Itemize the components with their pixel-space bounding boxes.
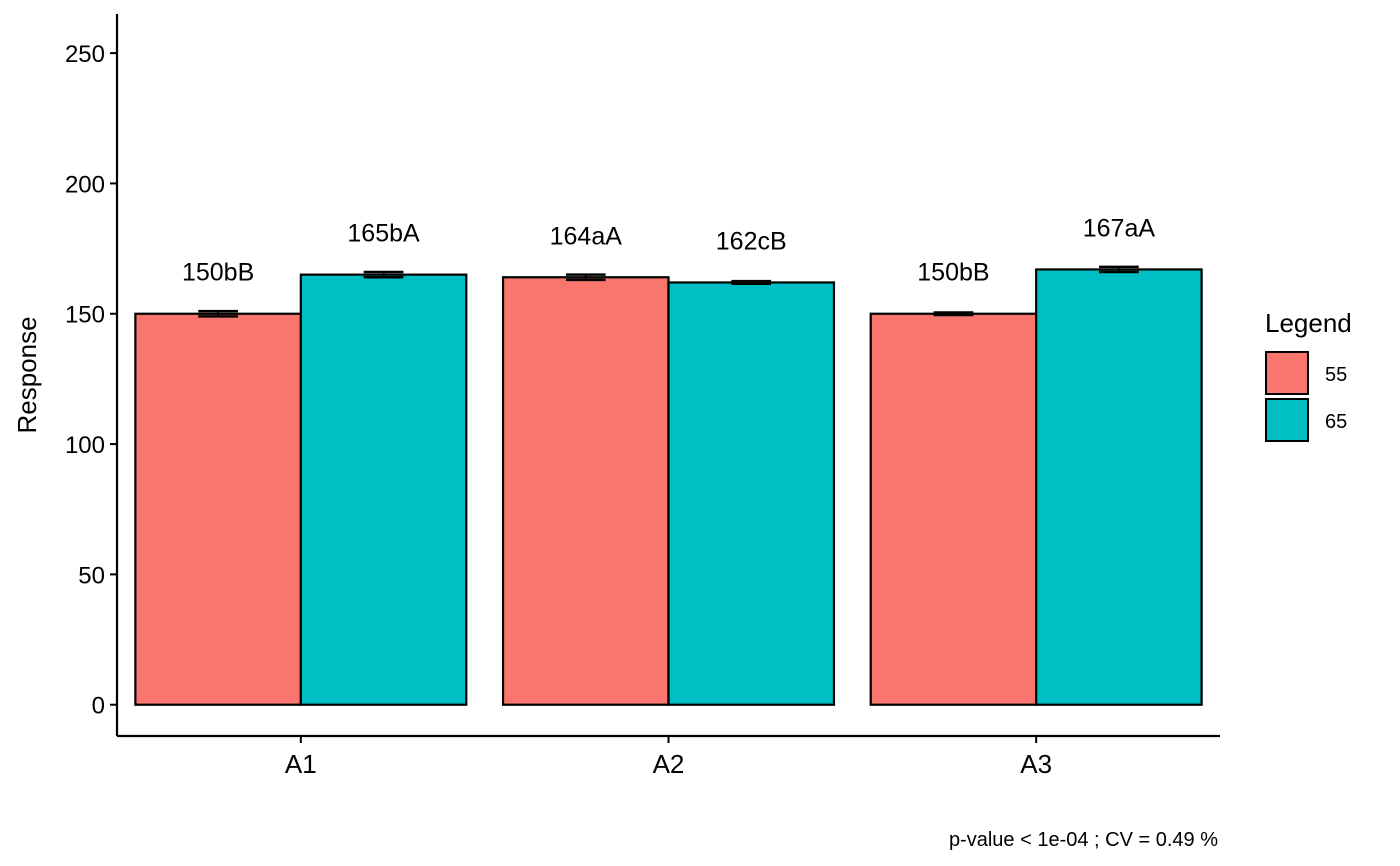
chart-caption: p-value < 1e-04 ; CV = 0.49 %	[949, 829, 1218, 851]
y-tick-label: 150	[65, 302, 105, 329]
axes-layer: A1 A2 A3 0 50 100 150 200 250	[65, 14, 1220, 779]
x-tick-label: A2	[653, 749, 685, 779]
bar-a1-series-65	[299, 273, 468, 706]
legend-title: Legend	[1265, 308, 1352, 338]
bars-layer	[134, 265, 1203, 706]
legend-label-65: 65	[1325, 411, 1347, 433]
y-tick-label: 0	[92, 693, 105, 720]
y-tick-label: 50	[78, 562, 105, 589]
data-label: 162cB	[716, 227, 787, 255]
data-label: 165bA	[347, 220, 420, 248]
bar-a2-series-55	[501, 276, 670, 706]
y-axis-title: Response	[12, 316, 42, 433]
y-tick-label: 250	[65, 41, 105, 68]
x-tick-label: A1	[285, 749, 317, 779]
data-label: 150bB	[182, 259, 254, 287]
legend-key-65	[1265, 398, 1309, 442]
data-label: 150bB	[917, 259, 989, 287]
bar-a1-series-55	[134, 312, 302, 706]
y-tick-label: 100	[65, 432, 105, 459]
bar-a3-series-65	[1035, 268, 1203, 706]
bar-a2-series-65	[667, 281, 836, 706]
data-label: 164aA	[550, 222, 623, 250]
legend-label-55: 55	[1325, 364, 1347, 386]
y-tick-label: 200	[65, 171, 105, 198]
data-label: 167aA	[1083, 214, 1156, 242]
legend-items: 55 65	[1265, 351, 1347, 442]
legend-key-55	[1265, 351, 1309, 395]
data-labels-layer: 150bB 165bA 164aA 162cB 150bB 167aA	[182, 214, 1155, 286]
legend: Legend 55 65	[1265, 308, 1352, 442]
bar-a3-series-55	[869, 312, 1038, 706]
x-tick-label: A3	[1020, 749, 1052, 779]
